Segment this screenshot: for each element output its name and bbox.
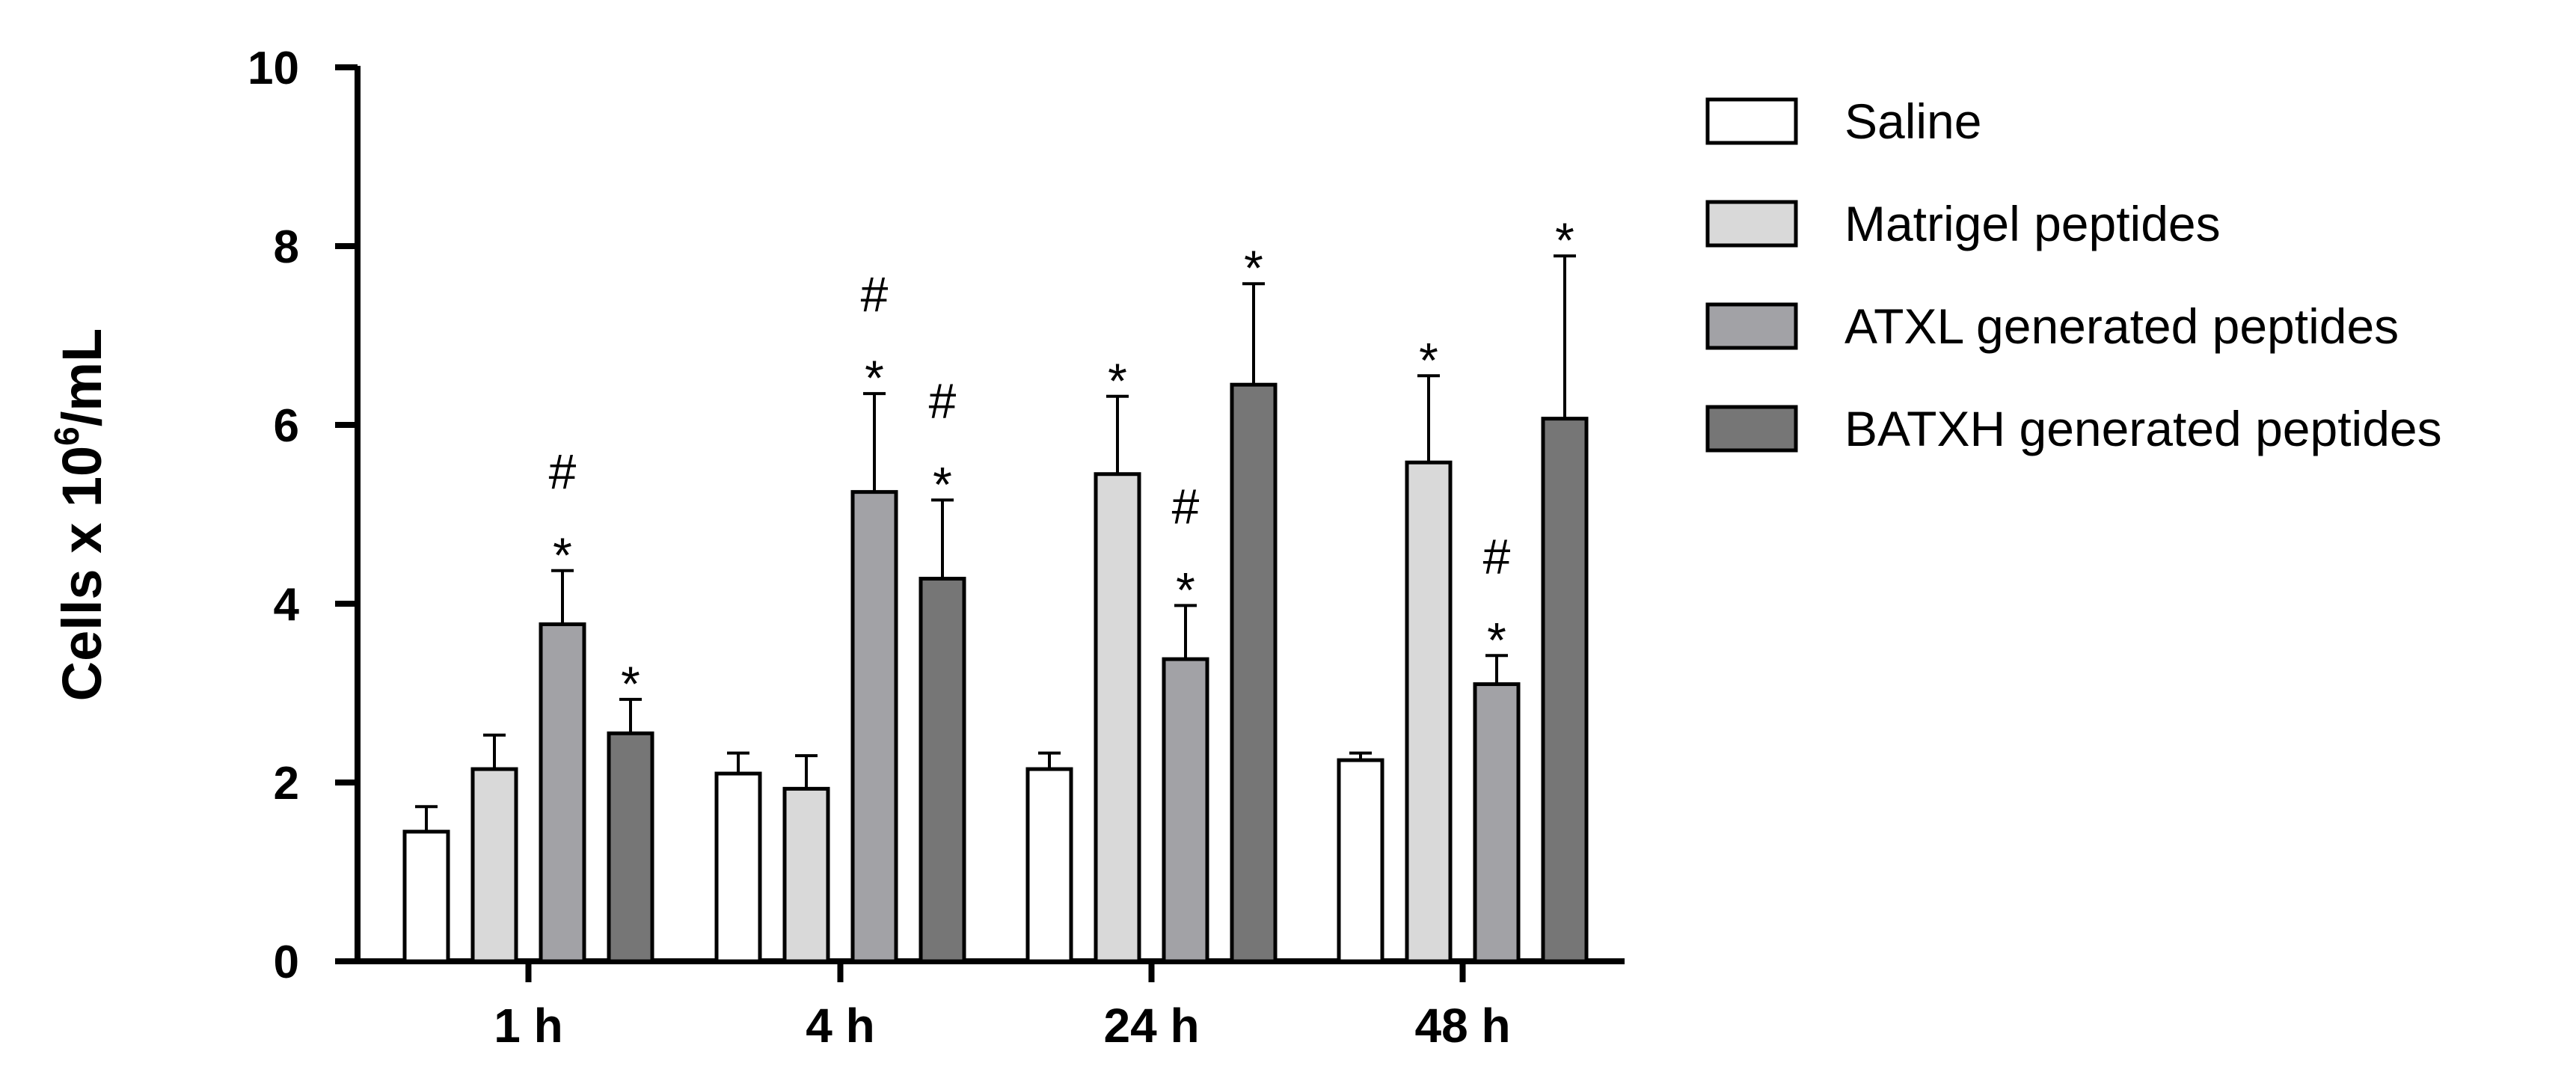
x-tick-label: 4 h (806, 999, 874, 1053)
bar (1337, 758, 1384, 964)
bar (782, 786, 830, 964)
bar (607, 731, 654, 964)
significance-star: * (1419, 332, 1438, 388)
y-tick-label: 2 (274, 758, 299, 809)
legend-swatch (1705, 302, 1798, 350)
bar (1541, 417, 1589, 964)
significance-hash: # (929, 373, 957, 428)
legend-swatch (1705, 97, 1798, 145)
significance-hash: # (549, 444, 577, 499)
significance-star: * (621, 656, 640, 711)
bar (539, 622, 586, 964)
significance-star: * (1108, 353, 1127, 408)
significance-star: * (1244, 240, 1263, 295)
x-tick-label: 1 h (494, 999, 562, 1053)
y-axis-label-text: Cells x 10 (51, 446, 113, 701)
bar (850, 490, 898, 964)
y-axis-label-suffix: /mL (51, 328, 113, 427)
bar (470, 767, 518, 964)
y-axis-label: Cells x 106/mL (47, 328, 113, 702)
x-tick-label: 48 h (1414, 999, 1510, 1053)
legend-swatch (1705, 200, 1798, 248)
significance-star: * (1555, 212, 1574, 268)
y-tick-label: 0 (274, 937, 299, 988)
legend-swatch (1705, 405, 1798, 453)
legend-label: Saline (1844, 94, 1981, 149)
bar (1473, 682, 1521, 964)
bar (1025, 767, 1073, 964)
significance-star: * (1487, 612, 1506, 667)
significance-hash: # (861, 266, 889, 322)
bar (1230, 382, 1278, 964)
legend-label: ATXL generated peptides (1844, 298, 2399, 354)
bar (714, 771, 762, 964)
significance-hash: # (1172, 478, 1200, 533)
bar (1162, 657, 1209, 964)
bar (1405, 460, 1453, 964)
y-tick-label: 6 (274, 400, 299, 452)
y-axis-label-superscript: 6 (47, 426, 86, 446)
legend-label: BATXH generated peptides (1844, 401, 2442, 456)
bar (919, 577, 966, 964)
significance-star: * (1176, 562, 1195, 617)
x-tick-label: 24 h (1103, 999, 1199, 1053)
legend-label: Matrigel peptides (1844, 196, 2221, 251)
bar (402, 830, 450, 964)
significance-star: * (865, 350, 884, 405)
significance-star: * (933, 456, 952, 512)
y-tick-label: 8 (274, 221, 299, 273)
significance-hash: # (1483, 528, 1511, 584)
y-tick-label: 4 (274, 579, 300, 631)
bar (1094, 472, 1141, 964)
significance-star: * (553, 527, 572, 583)
y-tick-label: 10 (248, 43, 299, 94)
